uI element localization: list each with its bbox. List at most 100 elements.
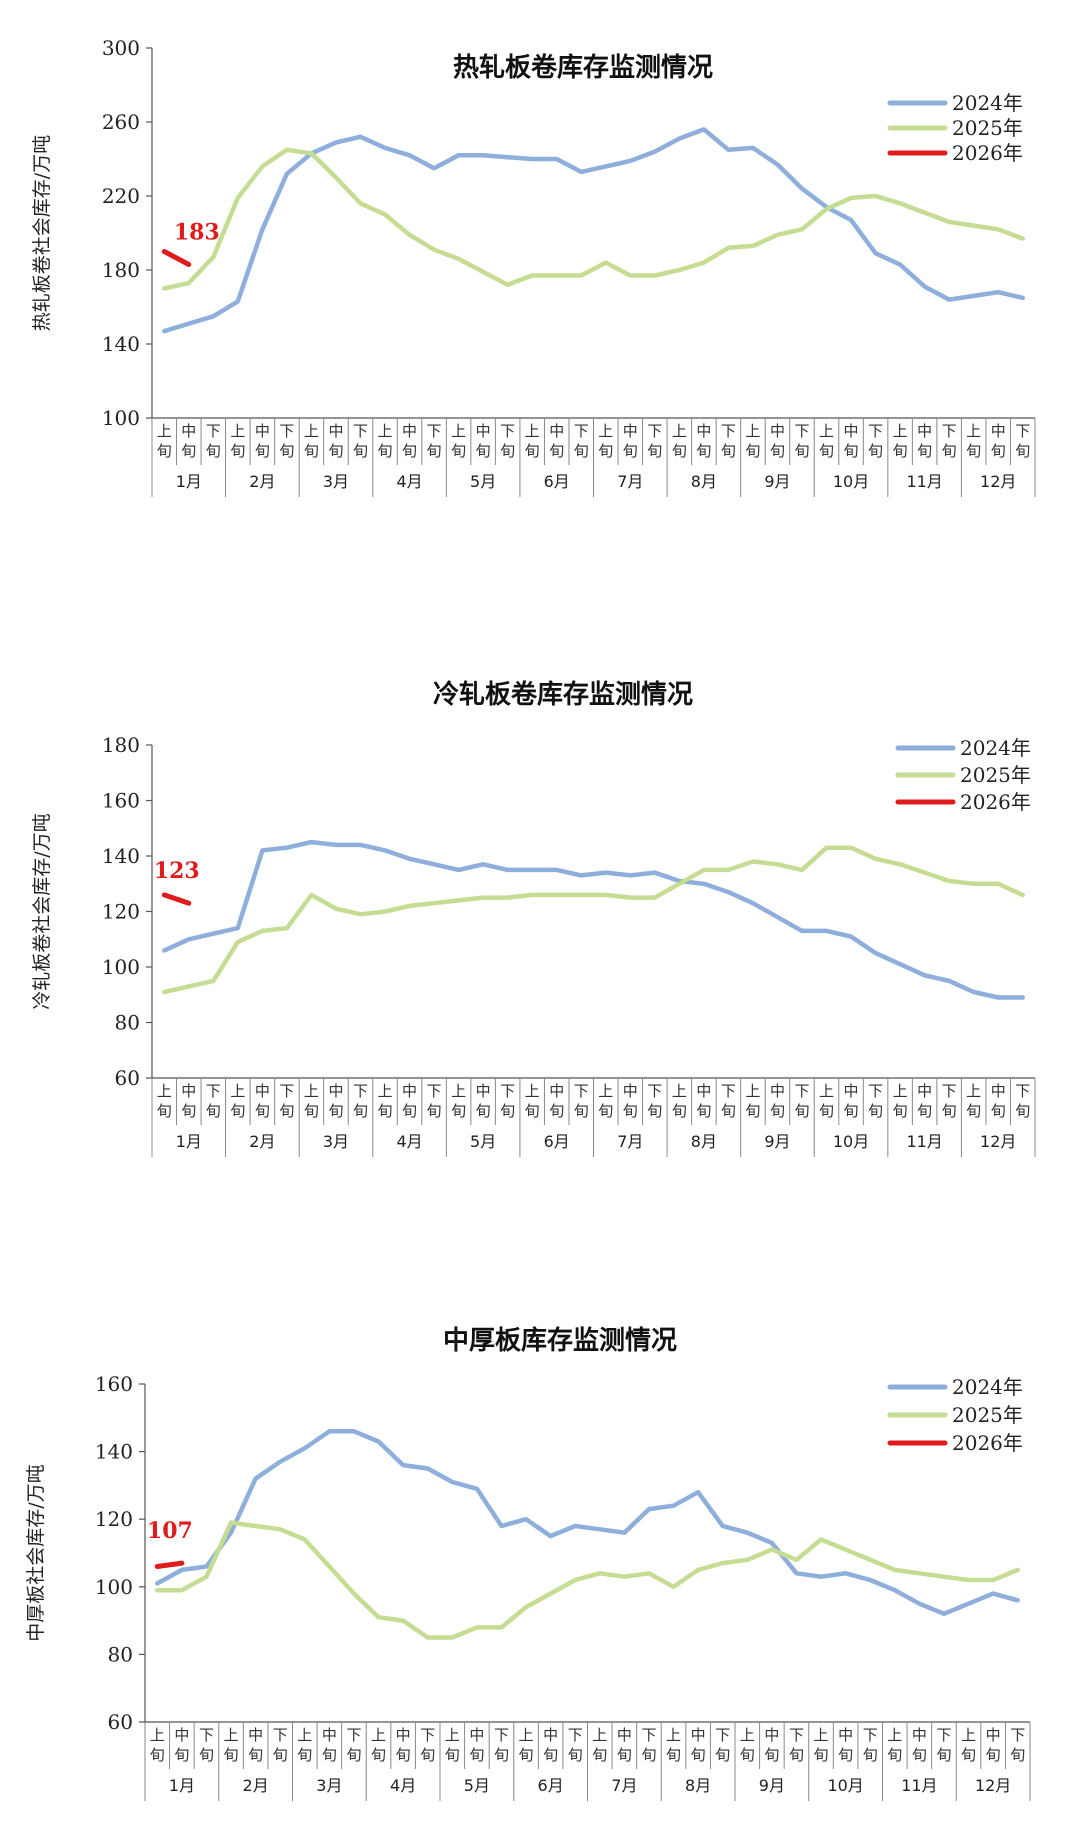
x-dekad-label: 旬: [721, 442, 736, 460]
x-month-label: 12月: [980, 1132, 1016, 1151]
x-dekad-label: 下: [500, 1082, 515, 1100]
data-point-2024年: [653, 871, 657, 875]
data-point-2024年: [456, 153, 461, 157]
x-month-label: 2月: [249, 1132, 275, 1151]
y-tick-label: 80: [115, 1011, 140, 1035]
data-point-2025年: [923, 871, 927, 875]
y-axis-label: 中厚板社会库存/万吨: [25, 1464, 47, 1641]
x-dekad-label: 下: [942, 1082, 957, 1100]
x-dekad-label: 旬: [966, 1102, 981, 1120]
x-dekad-label: 旬: [279, 442, 294, 460]
data-point-2025年: [923, 211, 927, 215]
data-point-2024年: [155, 1581, 159, 1586]
x-dekad-label: 中: [770, 422, 785, 440]
data-point-2024年: [702, 882, 706, 886]
x-month-label: 6月: [538, 1776, 564, 1795]
data-point-2024年: [432, 166, 436, 170]
data-point-2024年: [334, 140, 338, 144]
data-point-2025年: [745, 1558, 749, 1562]
data-point-2025年: [327, 1564, 331, 1569]
data-point-2025年: [794, 1558, 799, 1562]
data-point-2024年: [229, 1531, 233, 1535]
x-dekad-label: 旬: [721, 1102, 736, 1120]
x-dekad-label: 旬: [353, 1102, 368, 1120]
data-point-2024年: [1016, 1598, 1020, 1602]
x-dekad-label: 旬: [1015, 1102, 1030, 1120]
x-dekad-label: 上: [893, 1082, 908, 1100]
data-point-2024年: [923, 973, 927, 977]
x-dekad-label: 旬: [592, 1746, 607, 1764]
legend-label: 2025年: [952, 1403, 1023, 1427]
x-dekad-label: 旬: [647, 442, 662, 460]
data-point-2025年: [524, 1605, 528, 1609]
data-point-2025年: [726, 868, 731, 872]
x-month-label: 8月: [691, 472, 717, 491]
x-dekad-label: 旬: [328, 442, 343, 460]
data-point-2025年: [702, 261, 706, 265]
x-dekad-label: 旬: [519, 1746, 534, 1764]
x-dekad-label: 下: [199, 1726, 214, 1744]
data-point-2024年: [622, 1531, 626, 1535]
x-dekad-label: 上: [893, 422, 908, 440]
x-month-label: 7月: [617, 472, 643, 491]
data-point-2025年: [942, 1575, 946, 1579]
data-point-2025年: [358, 912, 363, 916]
data-point-2024年: [726, 148, 731, 152]
x-dekad-label: 中: [991, 1082, 1006, 1100]
y-tick-label: 100: [102, 406, 140, 430]
data-point-2024年: [775, 162, 780, 167]
x-dekad-label: 上: [814, 1726, 829, 1744]
data-point-2025年: [819, 1537, 823, 1542]
chart-title: 中厚板库存监测情况: [443, 1326, 677, 1356]
x-dekad-label: 下: [936, 1726, 951, 1744]
x-dekad-label: 中: [396, 1726, 411, 1744]
x-dekad-label: 旬: [378, 1102, 393, 1120]
y-tick-label: 220: [102, 184, 140, 208]
x-dekad-label: 旬: [248, 1746, 263, 1764]
data-point-2024年: [481, 862, 485, 866]
data-point-2025年: [309, 893, 314, 897]
data-point-2024年: [628, 873, 632, 878]
x-dekad-label: 旬: [199, 1746, 214, 1764]
data-point-2024年: [966, 1602, 971, 1606]
data-point-2024年: [628, 159, 632, 163]
data-point-2024年: [721, 1524, 725, 1528]
x-dekad-label: 旬: [691, 1746, 706, 1764]
data-point-2025年: [671, 1585, 676, 1589]
data-point-2024年: [1021, 296, 1025, 300]
data-point-2025年: [677, 882, 681, 886]
x-dekad-label: 旬: [942, 1102, 957, 1120]
data-point-2025年: [775, 233, 780, 237]
data-point-2025年: [549, 1591, 553, 1596]
data-point-2025年: [696, 1568, 700, 1572]
x-dekad-label: 下: [868, 422, 883, 440]
data-point-2024年: [187, 322, 191, 326]
series-line-2026年: [154, 1560, 185, 1569]
x-dekad-label: 旬: [427, 1102, 442, 1120]
y-tick-label: 260: [102, 110, 140, 134]
x-dekad-label: 中: [181, 422, 196, 440]
data-point-2025年: [677, 268, 681, 272]
x-dekad-label: 旬: [255, 1102, 270, 1120]
data-point-2024年: [162, 329, 166, 333]
data-point-2024年: [309, 840, 314, 844]
x-month-label: 3月: [323, 472, 349, 491]
x-dekad-label: 中: [623, 1082, 638, 1100]
x-dekad-label: 中: [912, 1726, 927, 1744]
x-dekad-label: 旬: [794, 442, 809, 460]
x-month-label: 8月: [691, 1132, 717, 1151]
data-point-2025年: [555, 893, 559, 897]
x-dekad-label: 上: [745, 1082, 760, 1100]
x-dekad-label: 旬: [893, 442, 908, 460]
data-point-2024年: [702, 127, 706, 131]
data-point-2025年: [579, 893, 583, 897]
x-dekad-label: 中: [844, 422, 859, 440]
x-dekad-label: 上: [297, 1726, 312, 1744]
x-dekad-label: 旬: [770, 442, 785, 460]
x-dekad-label: 旬: [181, 442, 196, 460]
data-point-2025年: [996, 882, 1000, 886]
data-point-2024年: [824, 929, 829, 933]
data-point-2025年: [407, 904, 412, 908]
data-point-2025年: [481, 270, 485, 274]
data-point-2025年: [303, 1537, 307, 1542]
